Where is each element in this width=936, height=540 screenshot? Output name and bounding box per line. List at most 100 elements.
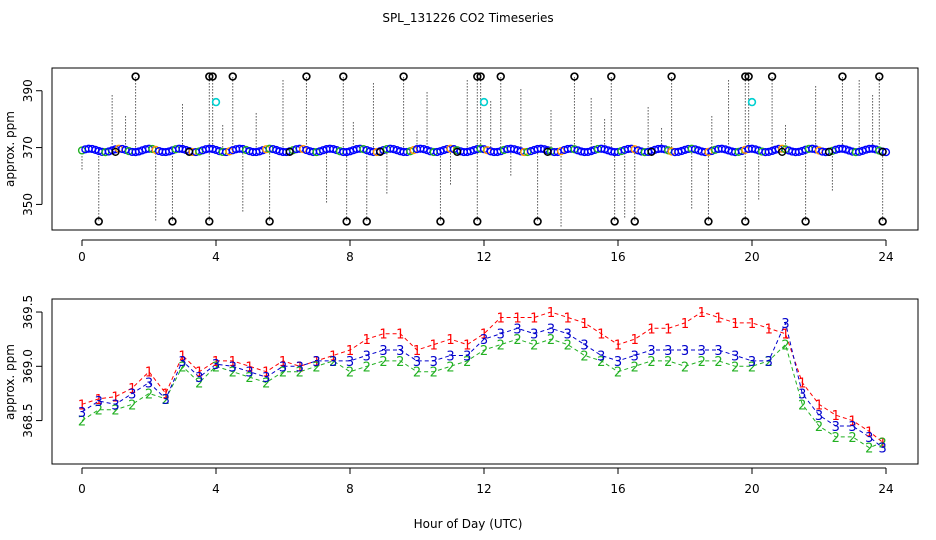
top-x-tick-label: 0: [78, 250, 86, 264]
series-2-symbol: 2: [698, 355, 706, 370]
series-3-symbol: 3: [865, 431, 873, 446]
series-3-symbol: 3: [195, 371, 203, 386]
bottom-y-tick-label: 369.5: [21, 295, 35, 329]
series-1-symbol: 1: [379, 328, 387, 343]
top-spike-high-point: [205, 72, 214, 81]
series-2-symbol: 2: [413, 366, 421, 381]
top-data-point: [376, 147, 385, 156]
top-spike-high-point: [208, 72, 217, 81]
top-spike-high-point: [744, 72, 753, 81]
series-3-symbol: 3: [664, 344, 672, 359]
series-3-symbol: 3: [296, 360, 304, 375]
series-1-symbol: 1: [497, 311, 505, 326]
top-panel: 0 4 8 12 16 20 24 350 370 390 approx. ppm: [3, 67, 919, 264]
series-2-symbol: 2: [781, 339, 789, 354]
top-spike-low-point: [533, 217, 542, 226]
top-data-point: [543, 147, 552, 156]
series-3-symbol: 3: [832, 420, 840, 435]
series-1-symbol: 1: [111, 391, 119, 406]
series-3-symbol: 3: [78, 406, 86, 421]
top-spike-low-point: [94, 217, 103, 226]
figure-title: SPL_131226 CO2 Timeseries: [382, 11, 553, 25]
series-3-symbol: 3: [413, 355, 421, 370]
top-spike-low-point: [801, 217, 810, 226]
bottom-x-tick-label: 24: [878, 482, 893, 496]
top-x-tick-label: 16: [610, 250, 625, 264]
series-3-symbol: 3: [178, 355, 186, 370]
top-data-point: [878, 147, 887, 156]
series-2-symbol: 2: [128, 398, 136, 413]
top-spike-low-point: [704, 217, 713, 226]
series-3-symbol: 3: [379, 344, 387, 359]
series-2-symbol: 2: [547, 333, 555, 348]
series-2-symbol: 2: [798, 398, 806, 413]
top-marks-layer: [77, 72, 891, 228]
series-3-symbol: 3: [647, 344, 655, 359]
top-y-tick-label: 390: [21, 79, 35, 102]
top-spike-low-point: [741, 217, 750, 226]
series-2-symbol: 2: [714, 355, 722, 370]
top-spike-low-point: [630, 217, 639, 226]
series-3-symbol: 3: [446, 349, 454, 364]
series-3-symbol: 3: [631, 349, 639, 364]
series-1-symbol: 1: [195, 366, 203, 381]
top-plot-frame: [51, 67, 919, 231]
series-3-symbol: 3: [363, 349, 371, 364]
series-1-symbol: 1: [647, 322, 655, 337]
top-spike-high-point: [399, 72, 408, 81]
series-1-symbol: 1: [296, 360, 304, 375]
top-spike-low-point: [205, 217, 214, 226]
series-1-symbol: 1: [145, 366, 153, 381]
top-y-tick-label: 370: [21, 136, 35, 159]
bottom-plot-frame: [51, 298, 919, 465]
series-1-symbol: 1: [262, 366, 270, 381]
series-3-symbol: 3: [396, 344, 404, 359]
series-3-symbol: 3: [748, 355, 756, 370]
series-2-symbol: 2: [513, 333, 521, 348]
bottom-x-axis: 0 4 8 12 16 20 24: [78, 467, 894, 496]
top-x-tick-label: 4: [212, 250, 220, 264]
series-2-symbol: 2: [731, 360, 739, 375]
top-x-tick-label: 12: [476, 250, 491, 264]
series-3-symbol: 3: [95, 395, 103, 410]
series-2-symbol: 2: [530, 339, 538, 354]
series-3-symbol: 3: [765, 355, 773, 370]
top-spike-high-point: [741, 72, 750, 81]
series-1-symbol: 1: [95, 393, 103, 408]
series-3-symbol: 3: [497, 328, 505, 343]
top-y-axis-label: approx. ppm: [3, 111, 17, 187]
series-2-symbol: 2: [379, 355, 387, 370]
series-3-symbol: 3: [815, 409, 823, 424]
series-3-symbol: 3: [731, 349, 739, 364]
top-data-point: [453, 147, 462, 156]
series-3-symbol: 3: [463, 349, 471, 364]
top-spike-high-point: [667, 72, 676, 81]
series-3-symbol: 3: [279, 360, 287, 375]
series-3-symbol: 3: [162, 393, 170, 408]
top-y-axis: 350 370 390: [21, 79, 43, 216]
series-2-symbol: 2: [178, 360, 186, 375]
series-2-symbol: 2: [346, 366, 354, 381]
series-1-symbol: 1: [614, 339, 622, 354]
series-2-symbol: 2: [564, 339, 572, 354]
top-data-point: [778, 147, 787, 156]
series-2-symbol: 2: [296, 366, 304, 381]
top-data-point: [881, 148, 891, 157]
series-1-symbol: 1: [245, 360, 253, 375]
series-3-symbol: 3: [262, 371, 270, 386]
series-1-symbol: 1: [781, 328, 789, 343]
top-spike-low-point: [168, 217, 177, 226]
series-1-symbol: 1: [430, 339, 438, 354]
series-1-symbol: 1: [212, 355, 220, 370]
series-2-symbol: 2: [162, 393, 170, 408]
series-2-symbol: 2: [212, 360, 220, 375]
series-1-symbol: 1: [480, 328, 488, 343]
series-3-symbol: 3: [580, 339, 588, 354]
series-2-symbol: 2: [580, 349, 588, 364]
top-cyan-point: [211, 97, 221, 107]
series-2-symbol: 2: [95, 404, 103, 419]
series-2-symbol: 2: [631, 360, 639, 375]
series-3-symbol: 3: [597, 349, 605, 364]
top-data-point: [285, 147, 294, 156]
series-2-symbol: 2: [329, 355, 337, 370]
